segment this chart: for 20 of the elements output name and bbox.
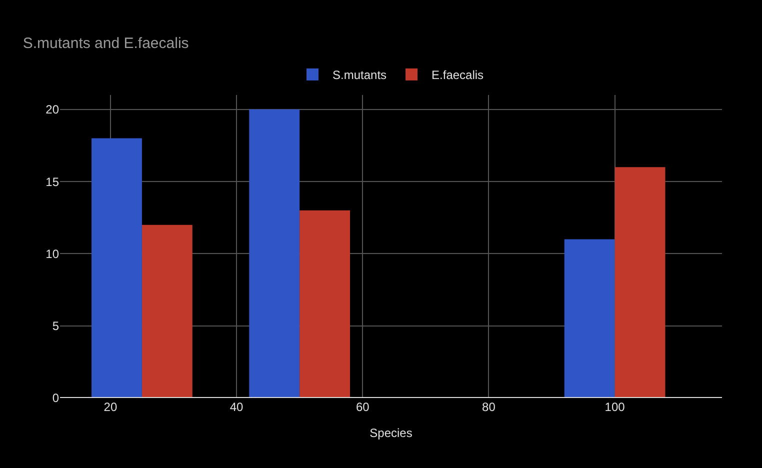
x-axis-title: Species	[370, 426, 412, 440]
x-tick-label: 20	[104, 400, 118, 414]
x-tick-label: 80	[482, 400, 496, 414]
bar	[92, 138, 142, 398]
y-tick-label: 15	[46, 174, 60, 189]
bar	[300, 210, 350, 398]
chart-title: S.mutants and E.faecalis	[22, 34, 189, 52]
bar	[249, 109, 300, 398]
y-tick-label: 20	[46, 102, 60, 117]
y-tick-label: 10	[46, 246, 60, 261]
legend-label: E.faecalis	[432, 68, 484, 82]
x-tick-label: 60	[356, 400, 370, 414]
x-tick-label: 100	[604, 400, 626, 414]
y-tick-label: 0	[52, 391, 60, 406]
y-tick-label: 5	[52, 319, 60, 334]
bar	[564, 239, 615, 398]
bar	[614, 167, 666, 398]
legend-label: S.mutants	[332, 68, 387, 82]
bar	[142, 224, 192, 398]
x-tick-label: 40	[230, 400, 244, 414]
